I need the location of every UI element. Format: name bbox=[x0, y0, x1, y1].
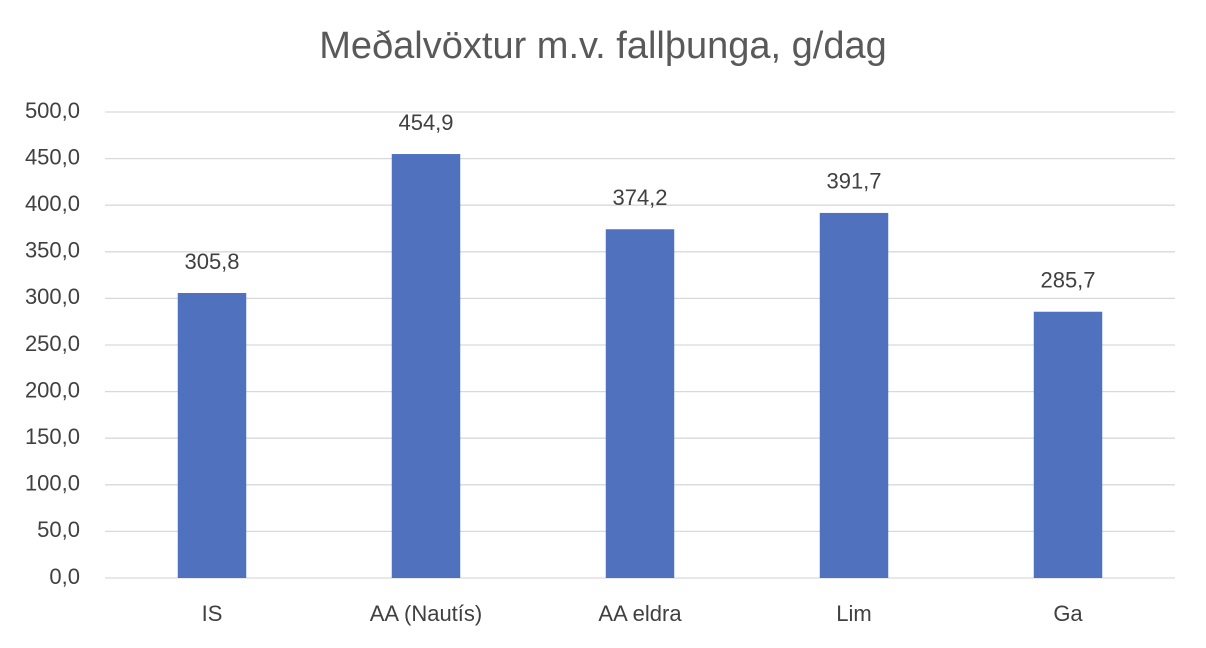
y-tick-label: 400,0 bbox=[25, 191, 80, 216]
data-label: 374,2 bbox=[612, 185, 667, 210]
y-tick-label: 150,0 bbox=[25, 424, 80, 449]
x-tick-label: AA (Nautís) bbox=[370, 601, 482, 626]
data-label: 454,9 bbox=[398, 110, 453, 135]
bar bbox=[177, 292, 247, 578]
bar bbox=[391, 154, 461, 578]
bar bbox=[605, 229, 675, 578]
data-label: 305,8 bbox=[184, 249, 239, 274]
bar bbox=[1033, 311, 1103, 578]
y-tick-label: 500,0 bbox=[25, 98, 80, 123]
x-tick-label: Lim bbox=[836, 601, 871, 626]
y-tick-label: 250,0 bbox=[25, 331, 80, 356]
x-tick-label: IS bbox=[202, 601, 223, 626]
data-label: 285,7 bbox=[1040, 268, 1095, 293]
x-tick-label: Ga bbox=[1053, 601, 1083, 626]
y-tick-label: 100,0 bbox=[25, 471, 80, 496]
y-tick-label: 300,0 bbox=[25, 284, 80, 309]
y-tick-label: 450,0 bbox=[25, 144, 80, 169]
y-tick-label: 350,0 bbox=[25, 238, 80, 263]
chart-title: Meðalvöxtur m.v. fallþunga, g/dag bbox=[319, 25, 887, 67]
bar bbox=[819, 212, 889, 578]
data-label: 391,7 bbox=[826, 169, 881, 194]
y-tick-label: 200,0 bbox=[25, 377, 80, 402]
y-tick-label: 0,0 bbox=[49, 564, 80, 589]
y-tick-label: 50,0 bbox=[37, 517, 80, 542]
x-tick-label: AA eldra bbox=[598, 601, 682, 626]
